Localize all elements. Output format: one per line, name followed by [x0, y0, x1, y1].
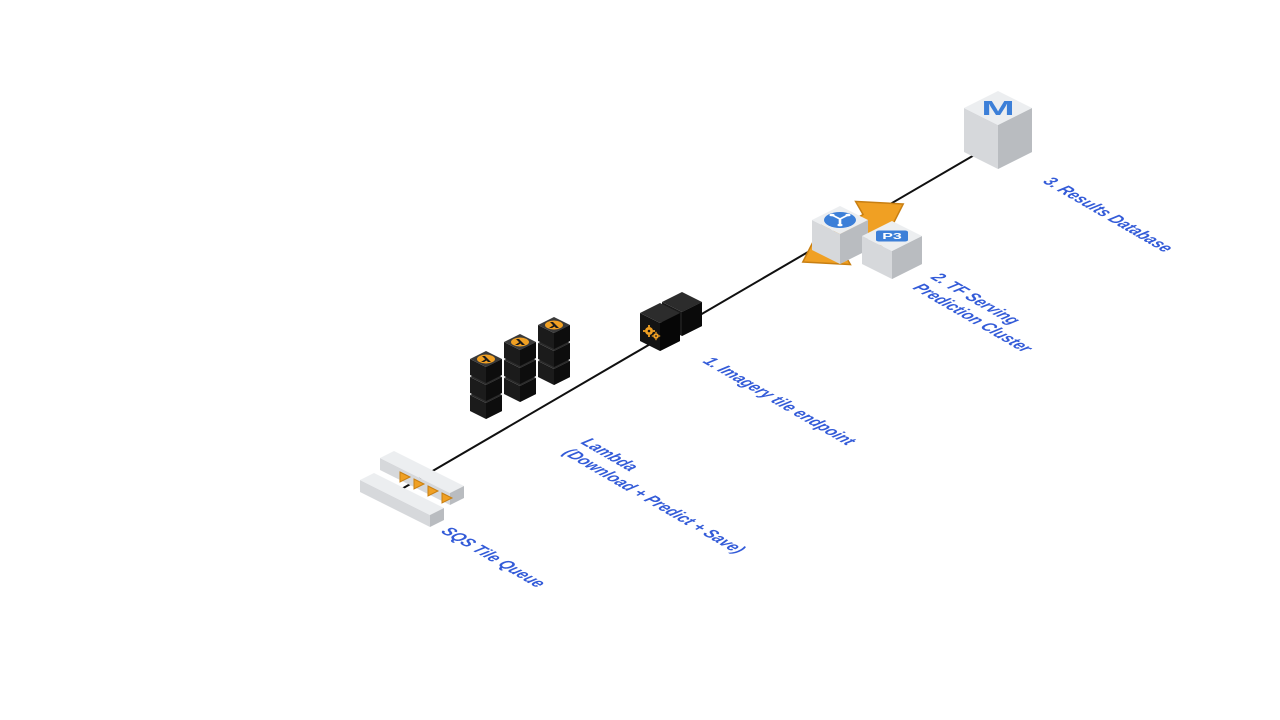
database-letter: M — [981, 97, 1014, 120]
lambda-node — [470, 317, 570, 419]
diagram-canvas: P3 M SQS Tile Queue Lambda (Download + P… — [0, 0, 1280, 720]
endpoint-label: 1. Imagery tile endpoint — [698, 355, 860, 449]
svg-text:(Download + Predict + Save): (Download + Predict + Save) — [558, 446, 749, 556]
svg-text:SQS Tile Queue: SQS Tile Queue — [436, 525, 550, 591]
diagram-svg: P3 M SQS Tile Queue Lambda (Download + P… — [0, 0, 1280, 720]
svg-text:1. Imagery tile endpoint: 1. Imagery tile endpoint — [698, 355, 860, 449]
endpoint-node — [640, 292, 702, 351]
lambda-label: Lambda (Download + Predict + Save) — [558, 436, 767, 557]
sqs-label: SQS Tile Queue — [436, 525, 550, 591]
database-node: M — [964, 91, 1032, 169]
svg-text:3. Results Database: 3. Results Database — [1038, 175, 1177, 255]
p3-badge-text: P3 — [882, 232, 902, 241]
database-label: 3. Results Database — [1038, 175, 1177, 255]
cluster-label: 2. TF Serving Prediction Cluster — [907, 270, 1056, 356]
